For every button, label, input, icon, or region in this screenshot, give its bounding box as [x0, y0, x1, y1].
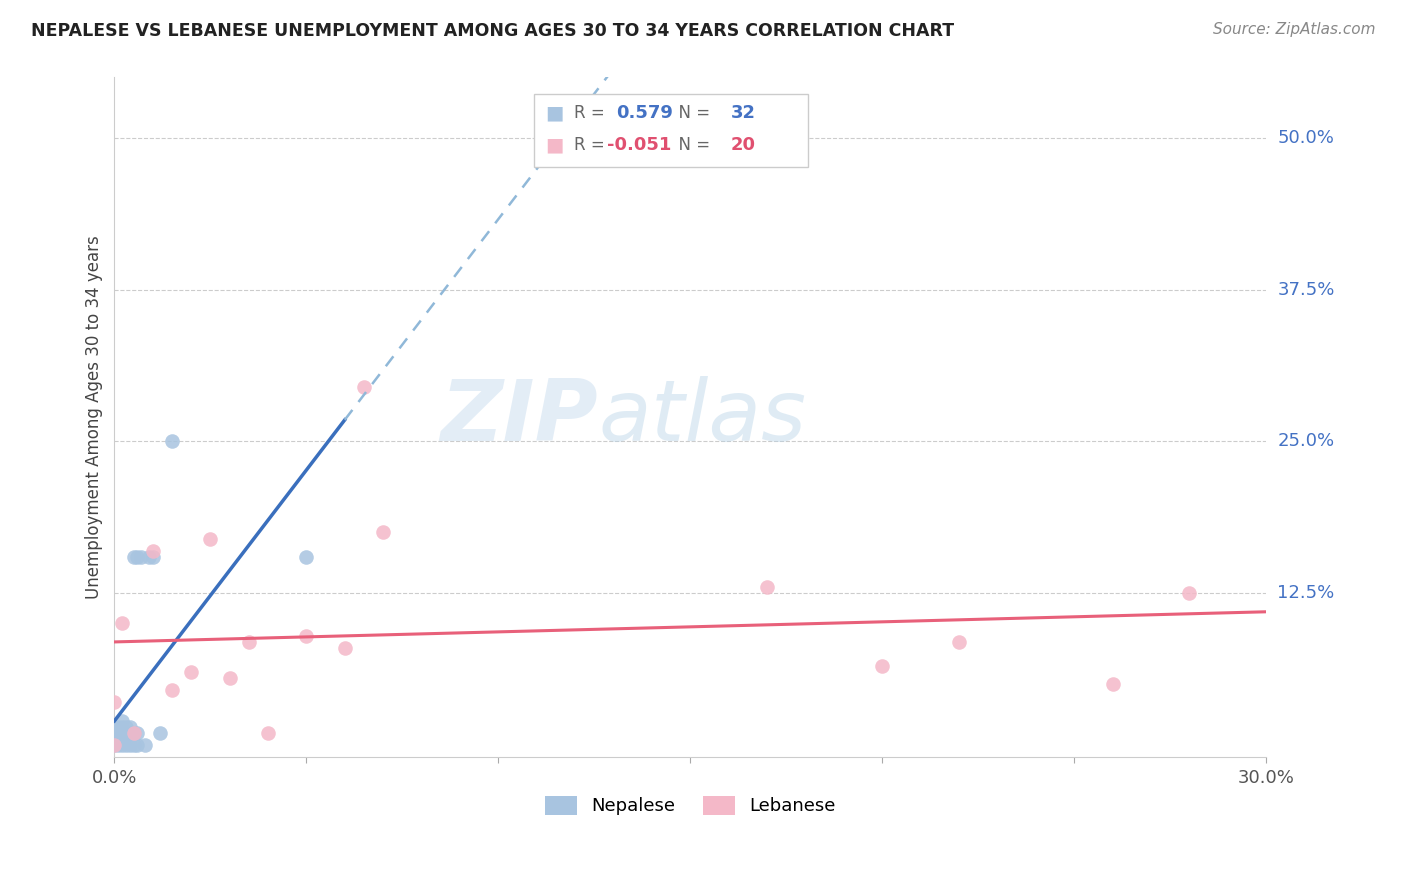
Point: [295, 629, 318, 643]
Point: [107, 725, 129, 739]
Point: [756, 580, 779, 594]
Text: 12.5%: 12.5%: [1278, 584, 1334, 602]
Point: [1101, 677, 1123, 691]
Text: 32: 32: [731, 104, 756, 122]
Point: [115, 725, 138, 739]
Text: N =: N =: [668, 104, 716, 122]
Point: [118, 738, 141, 752]
Point: [103, 738, 125, 752]
Text: NEPALESE VS LEBANESE UNEMPLOYMENT AMONG AGES 30 TO 34 YEARS CORRELATION CHART: NEPALESE VS LEBANESE UNEMPLOYMENT AMONG …: [31, 22, 955, 40]
Legend: Nepalese, Lebanese: Nepalese, Lebanese: [537, 789, 844, 822]
Point: [122, 549, 145, 564]
Point: [118, 720, 141, 734]
Point: [122, 725, 145, 739]
Point: [115, 738, 138, 752]
Point: [111, 725, 134, 739]
Point: [200, 532, 222, 546]
Text: 37.5%: 37.5%: [1278, 281, 1334, 299]
Point: [103, 731, 125, 746]
Point: [142, 543, 165, 558]
Text: 20: 20: [731, 136, 756, 154]
Point: [111, 731, 134, 746]
Point: [103, 738, 125, 752]
Point: [948, 634, 970, 648]
Point: [373, 525, 395, 540]
Point: [127, 725, 149, 739]
Point: [333, 640, 356, 655]
Point: [122, 738, 145, 752]
Point: [107, 731, 129, 746]
Point: [129, 549, 152, 564]
Point: [257, 725, 280, 739]
Point: [115, 720, 138, 734]
Point: [118, 725, 141, 739]
Text: N =: N =: [668, 136, 716, 154]
Point: [142, 549, 165, 564]
Point: [295, 549, 318, 564]
Text: R =: R =: [574, 136, 610, 154]
Point: [103, 720, 125, 734]
Point: [111, 720, 134, 734]
Text: 50.0%: 50.0%: [1278, 129, 1334, 147]
Point: [160, 683, 183, 698]
Point: [353, 380, 375, 394]
Point: [238, 634, 260, 648]
Point: [149, 725, 172, 739]
Point: [103, 725, 125, 739]
Text: 0.579: 0.579: [616, 104, 672, 122]
Point: [1178, 586, 1201, 600]
Text: ■: ■: [546, 136, 564, 155]
Point: [111, 738, 134, 752]
Point: [872, 659, 894, 673]
Point: [127, 738, 149, 752]
Point: [134, 738, 156, 752]
Point: [138, 549, 160, 564]
Point: [180, 665, 202, 679]
Text: atlas: atlas: [598, 376, 806, 458]
Text: 25.0%: 25.0%: [1278, 433, 1334, 450]
Point: [160, 434, 183, 449]
Point: [111, 714, 134, 728]
Text: -0.051: -0.051: [607, 136, 672, 154]
Y-axis label: Unemployment Among Ages 30 to 34 years: Unemployment Among Ages 30 to 34 years: [86, 235, 103, 599]
Point: [127, 549, 149, 564]
Text: R =: R =: [574, 104, 610, 122]
Text: Source: ZipAtlas.com: Source: ZipAtlas.com: [1212, 22, 1375, 37]
Point: [103, 695, 125, 709]
Text: ZIP: ZIP: [440, 376, 598, 458]
Point: [107, 738, 129, 752]
Text: ■: ■: [546, 103, 564, 123]
Point: [111, 616, 134, 631]
Point: [122, 725, 145, 739]
Point: [218, 671, 240, 685]
Point: [107, 720, 129, 734]
